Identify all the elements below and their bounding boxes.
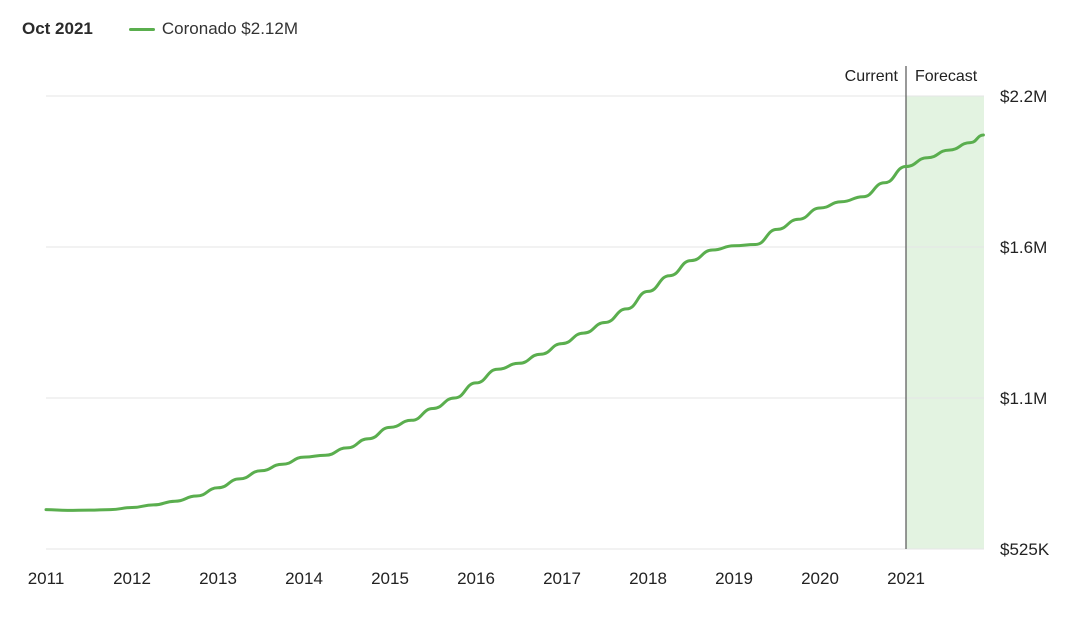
data-point[interactable] <box>644 287 652 295</box>
current-label: Current <box>845 68 899 85</box>
data-point[interactable] <box>343 444 351 452</box>
data-point[interactable] <box>429 405 437 413</box>
period-label: Oct 2021 <box>22 19 93 38</box>
forecast-label: Forecast <box>915 68 978 85</box>
data-point[interactable] <box>666 272 674 280</box>
y-tick-label: $1.1M <box>1000 389 1047 408</box>
x-tick-label: 2012 <box>113 569 151 588</box>
data-point[interactable] <box>558 340 566 348</box>
data-point[interactable] <box>386 423 394 431</box>
data-point[interactable] <box>881 179 889 187</box>
data-point[interactable] <box>322 451 330 459</box>
data-point[interactable] <box>623 305 631 313</box>
chart-header: Oct 2021 Coronado $2.12M <box>22 14 298 44</box>
data-point[interactable] <box>601 319 609 327</box>
data-point[interactable] <box>924 154 932 162</box>
x-tick-label: 2013 <box>199 569 237 588</box>
x-tick-label: 2016 <box>457 569 495 588</box>
data-point[interactable] <box>730 242 738 250</box>
data-point[interactable] <box>752 240 760 248</box>
data-point[interactable] <box>580 329 588 337</box>
data-point[interactable] <box>945 146 953 154</box>
data-point[interactable] <box>451 394 459 402</box>
x-tick-label: 2018 <box>629 569 667 588</box>
data-point[interactable] <box>472 379 480 387</box>
data-point[interactable] <box>408 416 416 424</box>
x-tick-label: 2020 <box>801 569 839 588</box>
data-point[interactable] <box>687 257 695 265</box>
data-point[interactable] <box>107 506 115 514</box>
x-tick-label: 2014 <box>285 569 323 588</box>
series-line-coronado[interactable] <box>44 133 985 512</box>
data-point[interactable] <box>150 501 158 509</box>
legend-label: Coronado $2.12M <box>161 19 298 38</box>
data-point[interactable] <box>64 506 72 514</box>
x-tick-label: 2015 <box>371 569 409 588</box>
legend-line-swatch <box>128 27 155 31</box>
data-point[interactable] <box>214 484 222 492</box>
data-point[interactable] <box>128 504 136 512</box>
data-point[interactable] <box>365 435 373 443</box>
data-point[interactable] <box>42 506 50 514</box>
legend-item-coronado[interactable]: Coronado $2.12M <box>128 19 298 39</box>
data-point[interactable] <box>279 460 287 468</box>
data-point[interactable] <box>795 215 803 223</box>
data-point[interactable] <box>967 139 975 147</box>
data-point[interactable] <box>709 246 717 254</box>
y-tick-label: $2.2M <box>1000 87 1047 106</box>
data-point[interactable] <box>85 506 93 514</box>
data-point[interactable] <box>300 453 308 461</box>
data-point[interactable] <box>193 492 201 500</box>
data-point[interactable] <box>171 497 179 505</box>
forecast-region <box>906 96 984 549</box>
data-point[interactable] <box>902 162 910 170</box>
x-tick-label: 2019 <box>715 569 753 588</box>
x-tick-label: 2021 <box>887 569 925 588</box>
data-point[interactable] <box>236 475 244 483</box>
y-tick-label: $1.6M <box>1000 238 1047 257</box>
data-point[interactable] <box>816 204 824 212</box>
data-point[interactable] <box>773 225 781 233</box>
data-point[interactable] <box>859 193 867 201</box>
data-point[interactable] <box>515 359 523 367</box>
data-point[interactable] <box>494 365 502 373</box>
y-tick-label: $525K <box>1000 540 1050 559</box>
x-tick-label: 2017 <box>543 569 581 588</box>
data-point[interactable] <box>838 198 846 206</box>
data-point[interactable] <box>537 350 545 358</box>
data-point[interactable] <box>979 131 987 139</box>
data-point[interactable] <box>257 467 265 475</box>
x-tick-label: 2011 <box>28 569 65 588</box>
